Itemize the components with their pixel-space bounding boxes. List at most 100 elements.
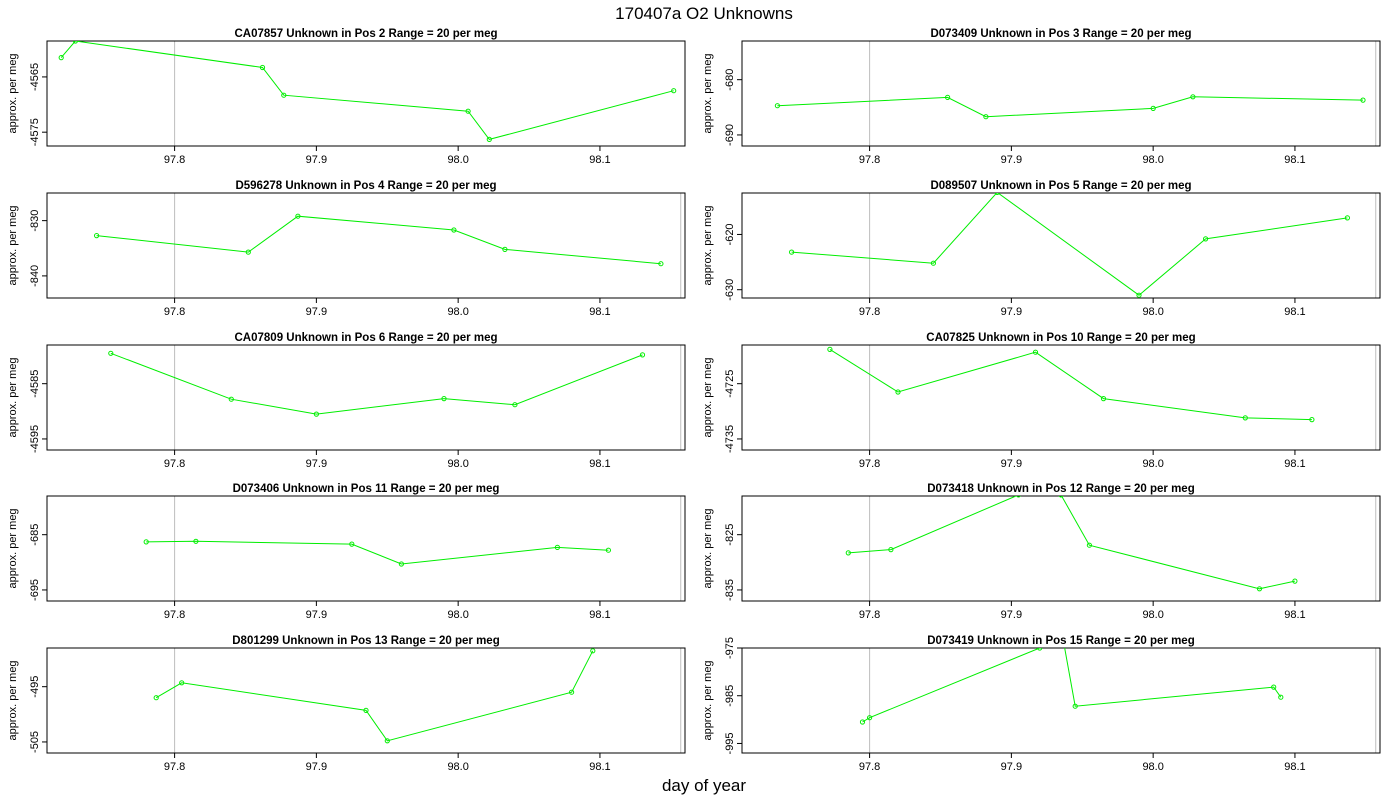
series-line — [155, 650, 594, 742]
x-tick-label: 97.8 — [164, 609, 185, 621]
panel-7: D073406 Unknown in Pos 11 Range = 20 per… — [7, 483, 686, 621]
data-point — [441, 396, 447, 402]
data-point — [486, 136, 492, 142]
figure-title: 170407a O2 Unknowns — [615, 4, 793, 23]
x-tick-label: 97.9 — [306, 761, 327, 773]
y-axis-label: approx. per meg — [7, 660, 19, 740]
data-point — [1292, 578, 1298, 584]
x-tick-label: 98.1 — [1284, 154, 1305, 166]
y-tick-label: -975 — [724, 637, 736, 659]
data-point — [465, 108, 471, 114]
data-point — [1150, 105, 1156, 112]
x-tick-label: 98.1 — [1284, 306, 1305, 318]
y-tick-label: -995 — [724, 732, 736, 754]
x-tick-label: 98.1 — [589, 761, 610, 773]
series-group — [143, 538, 612, 567]
plot-frame — [741, 40, 1381, 147]
data-point — [994, 193, 1000, 195]
data-point — [363, 707, 369, 714]
data-point — [1271, 684, 1277, 690]
x-tick-label: 98.1 — [1284, 761, 1305, 773]
data-point — [1100, 396, 1107, 402]
x-tick-label: 97.9 — [306, 306, 327, 318]
data-point — [94, 233, 100, 239]
x-tick-label: 97.8 — [164, 761, 185, 773]
x-tick-label: 97.9 — [1001, 306, 1022, 318]
data-point — [983, 114, 989, 120]
x-tick-label: 98.0 — [1142, 761, 1163, 773]
series-group — [827, 346, 1315, 423]
plot-frame — [46, 495, 686, 602]
data-point — [930, 260, 937, 266]
x-tick-label: 98.1 — [589, 609, 610, 621]
data-point — [1016, 496, 1021, 498]
panel-title: D596278 Unknown in Pos 4 Range = 20 per … — [235, 180, 496, 192]
panel-4: D089507 Unknown in Pos 5 Range = 20 per … — [702, 180, 1381, 318]
data-point — [108, 350, 114, 356]
data-point — [867, 715, 873, 721]
y-axis-label: approx. per meg — [7, 508, 19, 588]
y-tick-label: -4725 — [724, 370, 736, 398]
y-axis-label: approx. per meg — [7, 205, 19, 285]
y-tick-label: -835 — [724, 579, 736, 601]
panel-2: D073409 Unknown in Pos 3 Range = 20 per … — [702, 28, 1381, 166]
data-point — [569, 689, 575, 695]
data-point — [1136, 292, 1142, 298]
panel-8: D073418 Unknown in Pos 12 Range = 20 per… — [702, 483, 1381, 621]
y-tick-label: -630 — [724, 279, 736, 301]
data-point — [1190, 94, 1196, 100]
plot-frame — [46, 647, 686, 754]
x-tick-label: 98.1 — [1284, 458, 1305, 470]
plot-frame — [741, 647, 1381, 754]
y-axis-label: approx. per meg — [702, 357, 714, 437]
data-point — [179, 680, 185, 686]
x-tick-label: 97.8 — [164, 154, 185, 166]
series-group — [58, 41, 677, 142]
x-tick-label: 98.0 — [447, 609, 468, 621]
x-tick-label: 97.8 — [859, 609, 880, 621]
data-point — [349, 541, 355, 547]
y-tick-label: -4735 — [724, 425, 736, 453]
data-point — [605, 547, 612, 553]
series-group — [153, 648, 596, 744]
data-point — [1242, 415, 1248, 421]
y-tick-label: -4565 — [29, 63, 41, 91]
data-point — [384, 738, 390, 744]
data-point — [1278, 694, 1284, 700]
panel-1: CA07857 Unknown in Pos 2 Range = 20 per … — [7, 28, 686, 166]
data-point — [671, 88, 677, 94]
y-axis-label: approx. per meg — [7, 357, 19, 437]
x-tick-label: 97.8 — [164, 306, 185, 318]
series-line — [96, 215, 661, 265]
x-tick-label: 98.0 — [447, 154, 468, 166]
series-line — [829, 348, 1312, 421]
data-point — [1037, 648, 1043, 651]
x-tick-label: 97.8 — [859, 761, 880, 773]
panel-title: CA07809 Unknown in Pos 6 Range = 20 per … — [235, 332, 498, 344]
panel-title: D073406 Unknown in Pos 11 Range = 20 per… — [233, 483, 500, 495]
data-point — [774, 103, 781, 109]
data-point — [58, 55, 64, 61]
y-tick-label: -4575 — [29, 118, 41, 146]
y-tick-label: -985 — [724, 685, 736, 707]
data-point — [845, 550, 851, 556]
x-axis-label: day of year — [662, 776, 746, 795]
panel-10: D073419 Unknown in Pos 15 Range = 20 per… — [702, 635, 1381, 773]
data-point — [228, 396, 234, 402]
series-line — [146, 540, 609, 565]
series-line — [791, 193, 1348, 296]
y-tick-label: -825 — [724, 524, 736, 546]
series-group — [108, 350, 646, 417]
data-point — [245, 249, 251, 255]
panel-title: D073419 Unknown in Pos 15 Range = 20 per… — [927, 635, 1194, 647]
x-tick-label: 98.1 — [1284, 609, 1305, 621]
y-axis-label: approx. per meg — [702, 205, 714, 285]
data-point — [639, 352, 646, 358]
series-line — [848, 496, 1296, 590]
plot-frame — [741, 344, 1381, 451]
data-point — [502, 246, 508, 252]
data-point — [512, 402, 518, 408]
data-point — [859, 719, 866, 725]
panels: CA07857 Unknown in Pos 2 Range = 20 per … — [7, 28, 1381, 773]
